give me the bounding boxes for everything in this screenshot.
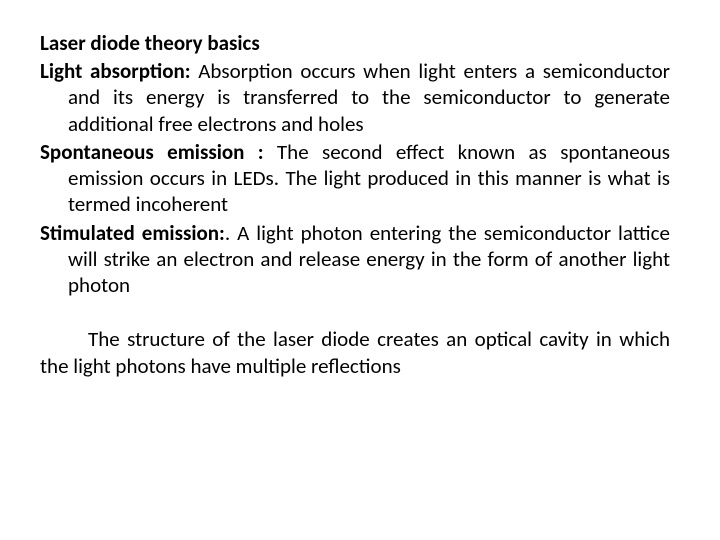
section-stimulated: Stimulated emission:. A light photon ent… [40,220,670,299]
section-heading: Spontaneous emission : [40,139,264,165]
footer-text: The structure of the laser diode creates… [40,326,670,379]
section-heading: Stimulated emission: [40,220,225,246]
section-absorption: Light absorption: Absorption occurs when… [40,58,670,137]
section-heading: Light absorption: [40,58,191,84]
page-title: Laser diode theory basics [40,30,670,56]
section-spontaneous: Spontaneous emission : The second effect… [40,139,670,218]
